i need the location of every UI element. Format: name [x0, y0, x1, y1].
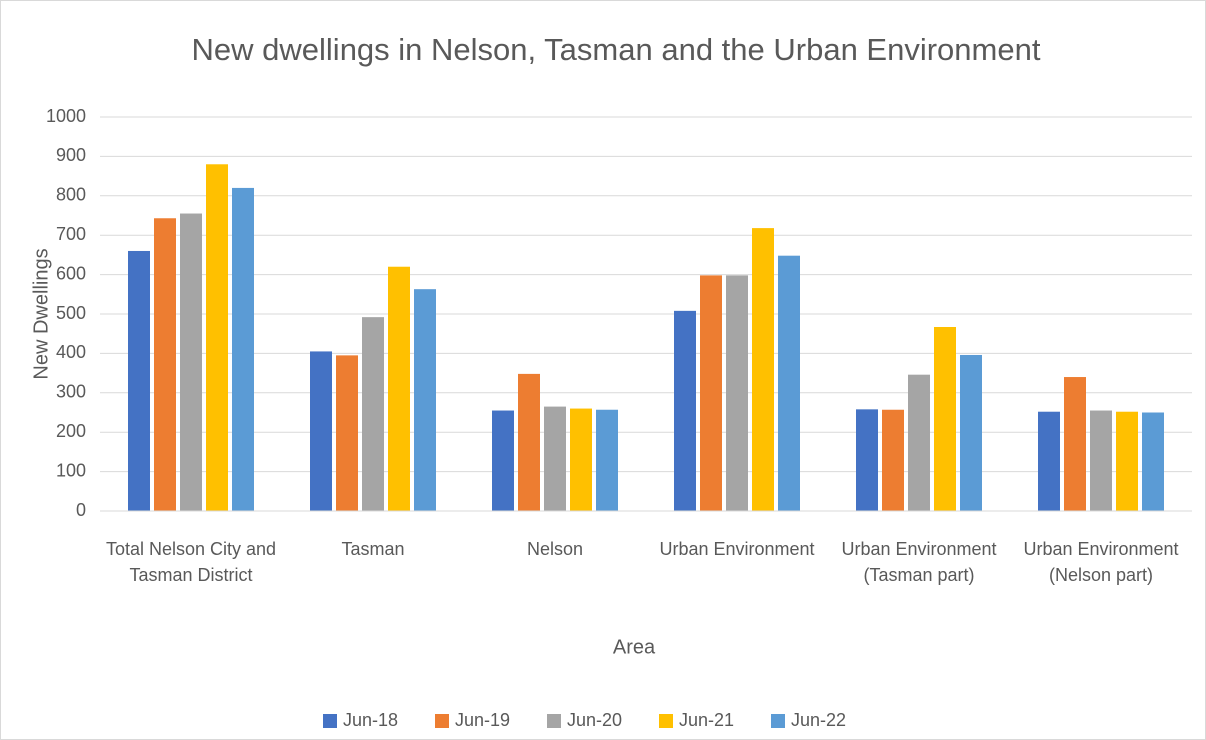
legend-swatch — [659, 714, 673, 728]
bar — [570, 408, 592, 511]
y-tick-label: 900 — [56, 145, 86, 165]
bar — [128, 250, 150, 511]
y-tick-label: 100 — [56, 460, 86, 480]
y-tick-label: 1000 — [46, 106, 86, 126]
y-tick-label: 700 — [56, 224, 86, 244]
bar — [674, 310, 696, 511]
bar — [1090, 410, 1112, 511]
x-tick-label: Tasman — [341, 539, 405, 559]
x-tick-label: Urban Environment — [659, 539, 815, 559]
bar — [336, 355, 358, 511]
bar — [596, 409, 618, 511]
legend-swatch — [435, 714, 449, 728]
bar — [362, 317, 384, 511]
legend-swatch — [547, 714, 561, 728]
bar — [1038, 411, 1060, 511]
bar — [232, 187, 254, 512]
bar — [934, 327, 956, 511]
x-tick-label: Total Nelson City and Tasman District — [105, 539, 277, 585]
bar — [908, 374, 930, 511]
bar — [518, 373, 540, 511]
bar — [882, 409, 904, 511]
bar — [414, 289, 436, 511]
bar — [778, 255, 800, 511]
bar — [1064, 377, 1086, 511]
bar — [310, 351, 332, 511]
bar — [1142, 412, 1164, 511]
bar — [1116, 411, 1138, 511]
chart-title: New dwellings in Nelson, Tasman and the … — [192, 32, 1041, 67]
y-tick-label: 300 — [56, 382, 86, 402]
legend-swatch — [323, 714, 337, 728]
bar — [180, 213, 202, 511]
y-axis-title: New Dwellings — [30, 248, 52, 379]
bar — [752, 228, 774, 511]
bar — [960, 354, 982, 511]
x-tick-label: Urban Environment (Nelson part) — [1023, 539, 1179, 585]
bar — [726, 275, 748, 511]
y-tick-label: 600 — [56, 263, 86, 283]
bar — [388, 266, 410, 511]
x-tick-label: Urban Environment (Tasman part) — [841, 539, 997, 585]
bar — [154, 218, 176, 511]
x-axis-title: Area — [613, 636, 656, 658]
y-tick-label: 200 — [56, 421, 86, 441]
y-tick-label: 800 — [56, 185, 86, 205]
y-tick-label: 400 — [56, 342, 86, 362]
bar — [492, 410, 514, 511]
bar — [206, 164, 228, 511]
legend-label: Jun-20 — [567, 710, 622, 730]
bar — [856, 409, 878, 511]
bar — [700, 275, 722, 511]
x-tick-label: Nelson — [526, 539, 584, 559]
y-tick-label: 500 — [56, 303, 86, 323]
legend-label: Jun-21 — [679, 710, 734, 730]
y-tick-label: 0 — [76, 500, 86, 520]
legend-label: Jun-19 — [455, 710, 510, 730]
legend-swatch — [771, 714, 785, 728]
bar — [544, 406, 566, 511]
legend-label: Jun-22 — [791, 710, 846, 730]
legend-label: Jun-18 — [343, 710, 398, 730]
